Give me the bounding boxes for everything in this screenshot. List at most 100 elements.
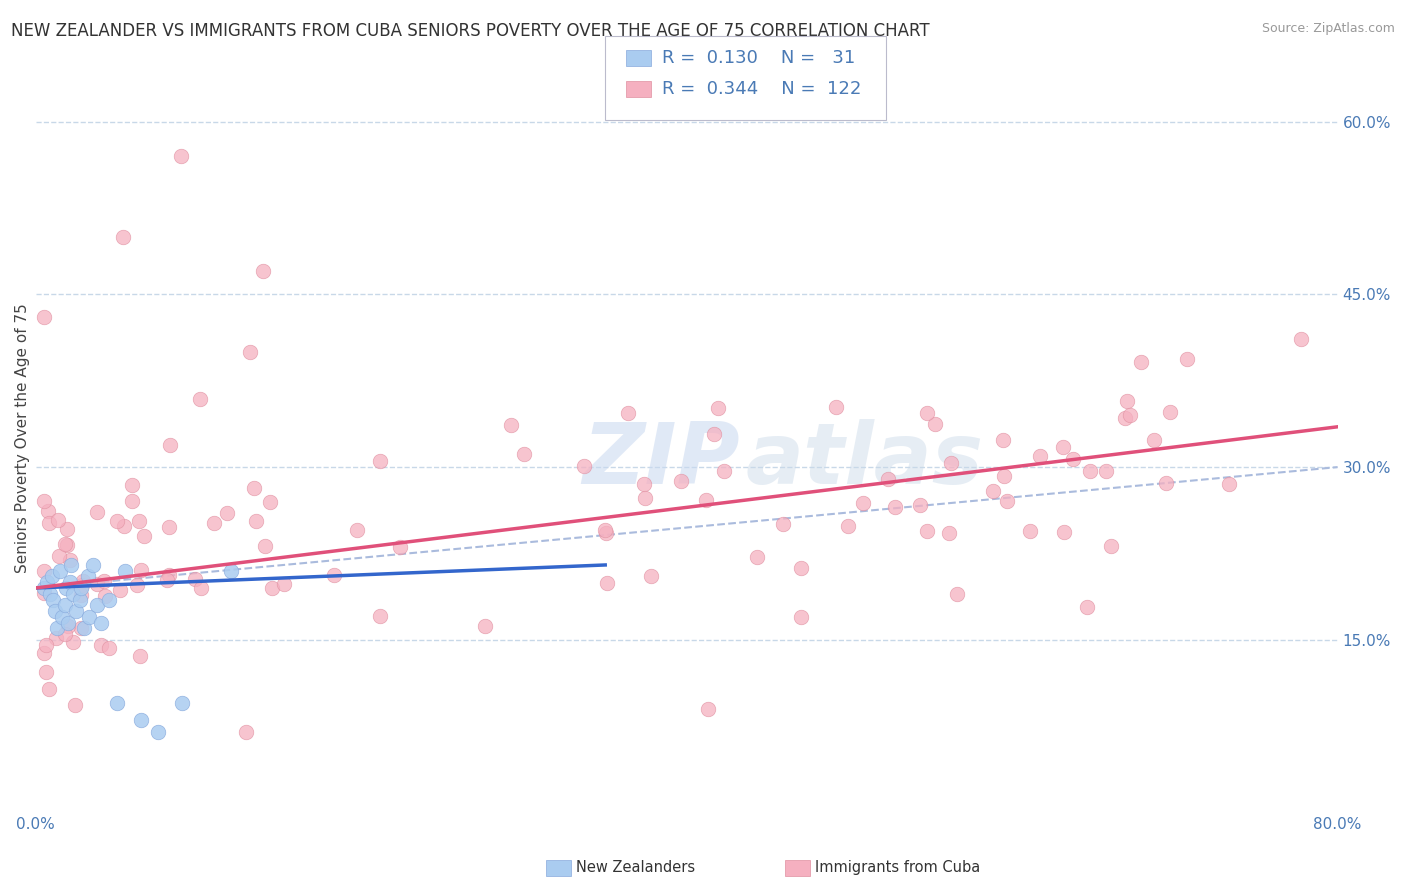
Point: [62, 587, 84, 601]
Point: [595, 526, 617, 541]
Point: [105, 515, 128, 529]
Text: R =  0.130    N =   31: R = 0.130 N = 31: [662, 49, 855, 67]
Point: [696, 702, 718, 716]
Point: [157, 568, 180, 582]
Point: [1130, 355, 1153, 369]
Point: [252, 264, 274, 278]
Point: [790, 561, 813, 575]
Point: [77, 609, 100, 624]
Point: [32, 494, 55, 508]
Point: [1099, 539, 1122, 553]
Point: [93, 589, 115, 603]
Point: [32, 581, 55, 595]
Point: [112, 518, 135, 533]
Point: [981, 483, 1004, 498]
Point: [202, 516, 225, 530]
Point: [1078, 464, 1101, 478]
Point: [134, 529, 156, 543]
Point: [35, 575, 58, 590]
Point: [617, 406, 640, 420]
Point: [42, 592, 65, 607]
Point: [69, 588, 91, 602]
Text: atlas: atlas: [745, 419, 983, 502]
Point: [51, 609, 73, 624]
Text: R =  0.344    N =  122: R = 0.344 N = 122: [662, 80, 862, 98]
Y-axis label: Seniors Poverty Over the Age of 75: Seniors Poverty Over the Age of 75: [15, 303, 30, 574]
Point: [37, 504, 59, 518]
Point: [946, 587, 969, 601]
Point: [939, 456, 962, 470]
Point: [633, 476, 655, 491]
Point: [131, 714, 153, 728]
Point: [128, 514, 150, 528]
Point: [995, 494, 1018, 508]
Point: [1218, 476, 1240, 491]
Point: [825, 400, 848, 414]
Point: [62, 635, 84, 649]
Point: [127, 578, 149, 592]
Text: Immigrants from Cuba: Immigrants from Cuba: [815, 860, 981, 874]
Point: [389, 540, 412, 554]
Point: [368, 454, 391, 468]
Point: [157, 519, 180, 533]
Point: [993, 469, 1015, 483]
Point: [876, 472, 898, 486]
Point: [190, 581, 212, 595]
Point: [593, 523, 616, 537]
Point: [170, 696, 193, 710]
Point: [108, 583, 131, 598]
Point: [695, 493, 717, 508]
Point: [474, 618, 496, 632]
Point: [90, 638, 112, 652]
Point: [188, 392, 211, 407]
Point: [1156, 475, 1178, 490]
Point: [1076, 600, 1098, 615]
Point: [1175, 351, 1198, 366]
Point: [499, 417, 522, 432]
Point: [53, 599, 76, 613]
Point: [90, 615, 112, 630]
Point: [121, 478, 143, 492]
Point: [1062, 452, 1084, 467]
Point: [883, 500, 905, 514]
Point: [32, 564, 55, 578]
Point: [86, 505, 108, 519]
Point: [183, 572, 205, 586]
Point: [159, 438, 181, 452]
Point: [993, 433, 1015, 447]
Point: [73, 621, 96, 635]
Point: [65, 698, 87, 713]
Point: [707, 401, 730, 415]
Point: [45, 631, 67, 645]
Point: [837, 519, 859, 533]
Point: [1052, 441, 1074, 455]
Point: [41, 569, 63, 583]
Point: [170, 149, 193, 163]
Point: [93, 574, 115, 588]
Point: [55, 522, 77, 536]
Point: [703, 427, 725, 442]
Point: [59, 552, 82, 566]
Point: [56, 615, 79, 630]
Point: [38, 516, 60, 530]
Point: [39, 587, 62, 601]
Point: [1029, 449, 1052, 463]
Point: [76, 569, 98, 583]
Point: [633, 491, 655, 505]
Point: [322, 568, 344, 582]
Point: [55, 627, 77, 641]
Point: [572, 459, 595, 474]
Point: [97, 592, 120, 607]
Text: NEW ZEALANDER VS IMMIGRANTS FROM CUBA SENIORS POVERTY OVER THE AGE OF 75 CORRELA: NEW ZEALANDER VS IMMIGRANTS FROM CUBA SE…: [11, 22, 929, 40]
Point: [253, 539, 276, 553]
Point: [1291, 332, 1313, 346]
Point: [262, 581, 284, 595]
Point: [747, 549, 769, 564]
Point: [146, 725, 169, 739]
Point: [640, 569, 662, 583]
Point: [56, 619, 79, 633]
Point: [713, 464, 735, 478]
Point: [55, 581, 77, 595]
Point: [70, 578, 93, 592]
Point: [35, 638, 58, 652]
